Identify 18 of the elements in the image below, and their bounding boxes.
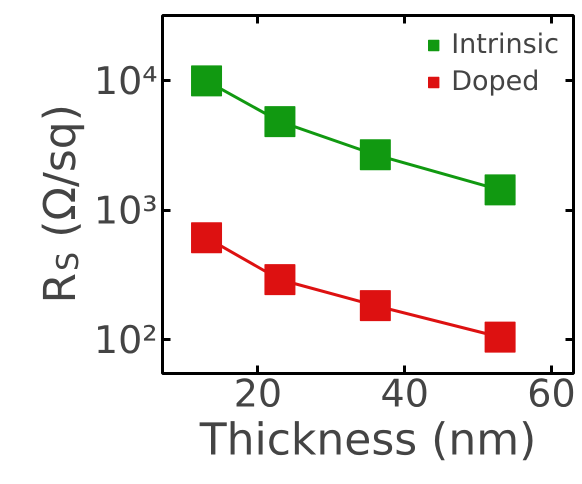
point [191, 222, 222, 254]
x-tick-label: 20 [234, 372, 282, 416]
x-tick-label: 60 [527, 372, 576, 416]
x-axis-title: Thickness (nm) [198, 414, 536, 466]
point [360, 290, 391, 322]
y-tick-label: 10² [94, 318, 158, 362]
point [264, 264, 296, 296]
point [264, 106, 296, 138]
x-tick-label: 40 [380, 372, 429, 416]
legend-label: Doped [451, 66, 540, 97]
y-tick-label: 10³ [94, 188, 158, 232]
point [484, 174, 516, 206]
point [360, 139, 391, 170]
point [191, 65, 222, 96]
legend-label: Intrinsic [451, 29, 559, 60]
y-tick-label: 10⁴ [94, 58, 158, 103]
point [484, 322, 516, 353]
y-axis-title: RS (Ω/sq) [35, 104, 86, 304]
